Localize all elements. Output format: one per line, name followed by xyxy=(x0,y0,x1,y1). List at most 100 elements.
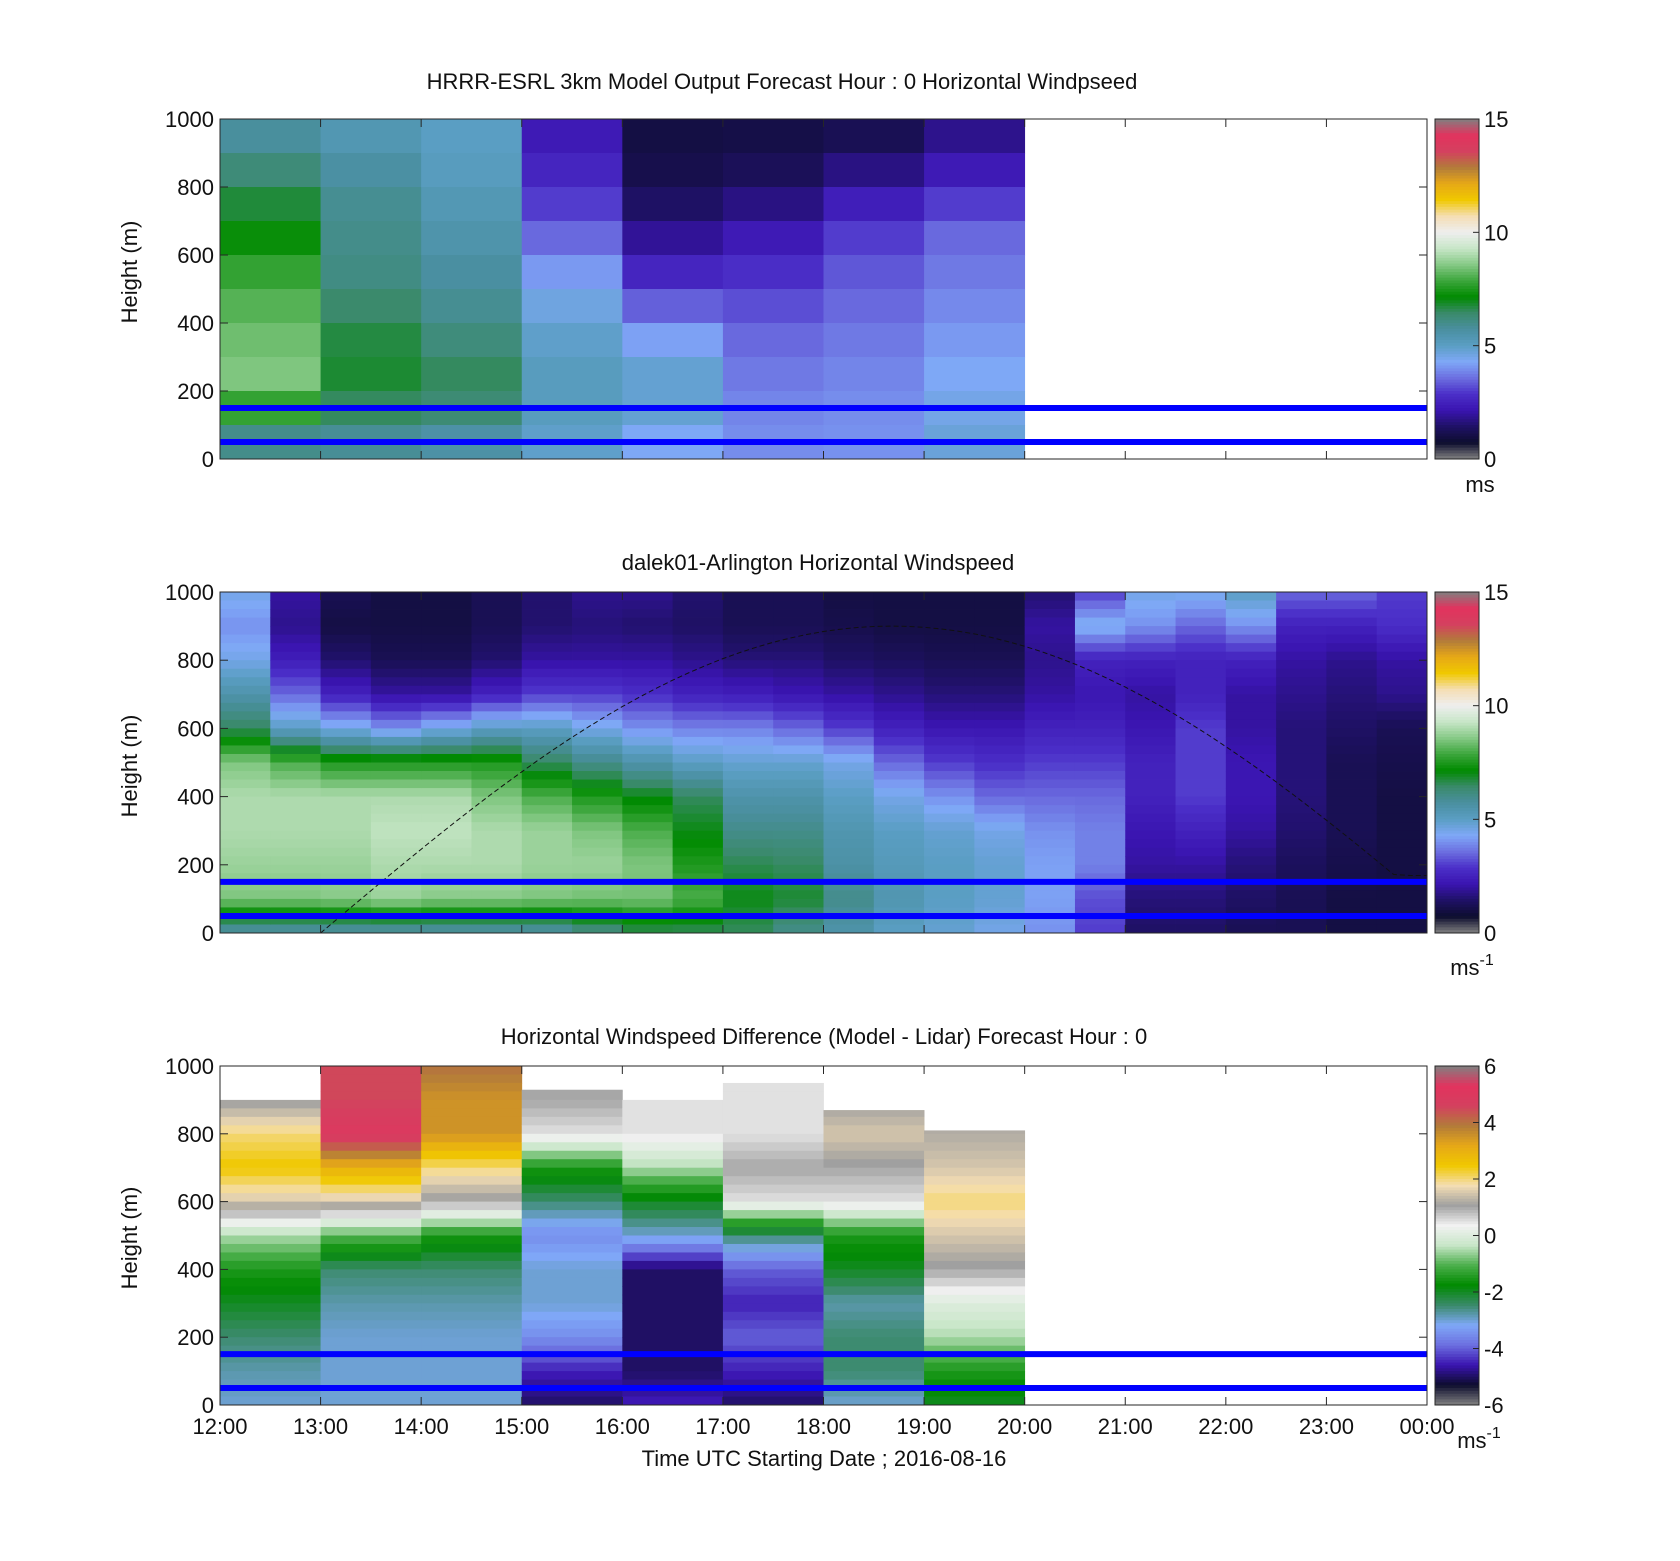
heatmap-cell xyxy=(622,907,674,917)
colorbar-tick-label: 6 xyxy=(1484,1054,1496,1079)
colorbar-segment xyxy=(1435,311,1479,315)
heatmap-cell xyxy=(421,1125,523,1135)
heatmap-cell xyxy=(320,796,372,806)
heatmap-cell xyxy=(471,805,523,815)
heatmap-cell xyxy=(220,771,271,780)
colorbar-segment xyxy=(1435,453,1479,457)
colorbar-segment xyxy=(1435,1243,1479,1248)
heatmap-cell xyxy=(722,119,824,154)
heatmap-cell xyxy=(521,1167,623,1177)
colorbar-segment xyxy=(1435,771,1479,775)
heatmap-cell xyxy=(1074,805,1126,815)
colorbar-segment xyxy=(1435,243,1479,247)
heatmap-cell xyxy=(320,323,422,358)
heatmap-cell xyxy=(924,1193,1026,1202)
heatmap-cell xyxy=(1276,668,1327,678)
heatmap-cell xyxy=(873,822,925,832)
heatmap-cell xyxy=(1376,839,1428,849)
colorbar-segment xyxy=(1435,393,1479,398)
heatmap-cell xyxy=(1225,600,1277,610)
heatmap-cell xyxy=(421,1227,523,1236)
colorbar-segment xyxy=(1435,240,1479,245)
heatmap-cell xyxy=(924,1396,1026,1406)
colorbar-segment xyxy=(1435,354,1479,358)
heatmap-cell xyxy=(220,788,271,797)
heatmap-cell xyxy=(924,1201,1026,1211)
heatmap-cell xyxy=(521,221,623,256)
heatmap-cell xyxy=(773,668,824,678)
heatmap-cell xyxy=(1125,762,1176,772)
heatmap-cell xyxy=(823,762,875,772)
y-tick-label: 600 xyxy=(177,1190,214,1215)
heatmap-cell xyxy=(471,864,523,874)
colorbar-segment xyxy=(1435,447,1479,451)
heatmap-cell xyxy=(521,907,573,917)
colorbar-segment xyxy=(1435,1082,1479,1087)
heatmap-cell xyxy=(471,626,523,636)
heatmap-cell xyxy=(672,668,724,678)
heatmap-cell xyxy=(622,634,674,644)
colorbar-segment xyxy=(1435,779,1479,783)
heatmap-cell xyxy=(873,890,925,900)
heatmap-cell xyxy=(572,660,623,670)
heatmap-cell xyxy=(1125,702,1176,712)
heatmap-cell xyxy=(622,1133,724,1143)
heatmap-cell xyxy=(421,847,472,857)
heatmap-cell xyxy=(823,592,875,601)
heatmap-cell xyxy=(873,805,925,815)
heatmap-cell xyxy=(471,822,523,832)
colorbar-segment xyxy=(1435,827,1479,832)
colorbar-segment xyxy=(1435,308,1479,313)
colorbar-segment xyxy=(1435,1201,1479,1205)
colorbar-segment xyxy=(1435,320,1479,324)
heatmap-cell xyxy=(1225,745,1277,755)
colorbar-segment xyxy=(1435,910,1479,914)
colorbar-segment xyxy=(1435,192,1479,196)
heatmap-cell xyxy=(722,736,774,746)
heatmap-cell xyxy=(622,1294,724,1304)
heatmap-cell xyxy=(924,1218,1026,1228)
heatmap-cell xyxy=(823,1210,925,1219)
heatmap-cell xyxy=(974,907,1026,917)
heatmap-cell xyxy=(1074,924,1126,934)
colorbar-segment xyxy=(1435,255,1479,259)
heatmap-cell xyxy=(924,1150,1026,1160)
colorbar-segment xyxy=(1435,870,1479,874)
heatmap-cell xyxy=(1074,626,1126,636)
heatmap-cell xyxy=(521,600,573,610)
heatmap-cell xyxy=(1276,736,1327,746)
colorbar-segment xyxy=(1435,121,1479,126)
colorbar-segment xyxy=(1435,1323,1479,1327)
colorbar-segment xyxy=(1435,816,1479,820)
heatmap-cell xyxy=(1376,643,1428,653)
heatmap-cell xyxy=(1276,805,1327,815)
colorbar-segment xyxy=(1435,918,1479,923)
heatmap-cell xyxy=(521,626,573,636)
heatmap-cell xyxy=(370,592,422,601)
heatmap-cell xyxy=(873,813,925,823)
heatmap-cell xyxy=(572,668,623,678)
colorbar-segment xyxy=(1435,342,1479,347)
colorbar-segment xyxy=(1435,1145,1479,1149)
heatmap-cell xyxy=(924,728,975,738)
heatmap-cell xyxy=(1024,651,1076,661)
heatmap-cell xyxy=(1276,898,1327,908)
panel-model: HRRR-ESRL 3km Model Output Forecast Hour… xyxy=(117,69,1508,497)
colorbar-segment xyxy=(1435,266,1479,270)
heatmap-cell xyxy=(722,1269,824,1279)
heatmap-cell xyxy=(471,660,523,670)
colorbar-segment xyxy=(1435,839,1479,843)
heatmap-cell xyxy=(521,788,573,797)
colorbar-segment xyxy=(1435,280,1479,284)
colorbar-segment xyxy=(1435,640,1479,644)
heatmap-cell xyxy=(924,1260,1026,1270)
heatmap-cell xyxy=(1276,813,1327,823)
heatmap-cell xyxy=(220,1099,321,1109)
heatmap-cell xyxy=(1225,617,1277,627)
heatmap-cell xyxy=(1125,736,1176,746)
heatmap-cell xyxy=(1175,711,1227,721)
heatmap-cell xyxy=(421,1066,523,1075)
heatmap-cell xyxy=(823,1345,925,1355)
heatmap-cell xyxy=(220,1303,321,1313)
colorbar-segment xyxy=(1435,844,1479,849)
